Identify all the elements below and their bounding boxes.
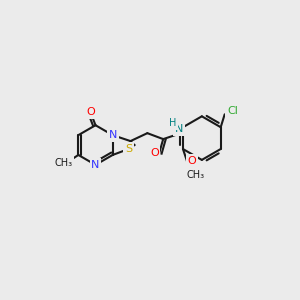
Text: O: O [86,107,95,117]
Text: Cl: Cl [227,106,238,116]
Text: CH₃: CH₃ [187,170,205,180]
Text: S: S [125,144,132,154]
Text: N: N [91,160,100,170]
Text: O: O [150,148,159,158]
Text: O: O [188,156,196,166]
Text: N: N [175,124,183,134]
Text: H: H [169,118,177,128]
Text: N: N [109,130,117,140]
Text: CH₃: CH₃ [54,158,73,168]
